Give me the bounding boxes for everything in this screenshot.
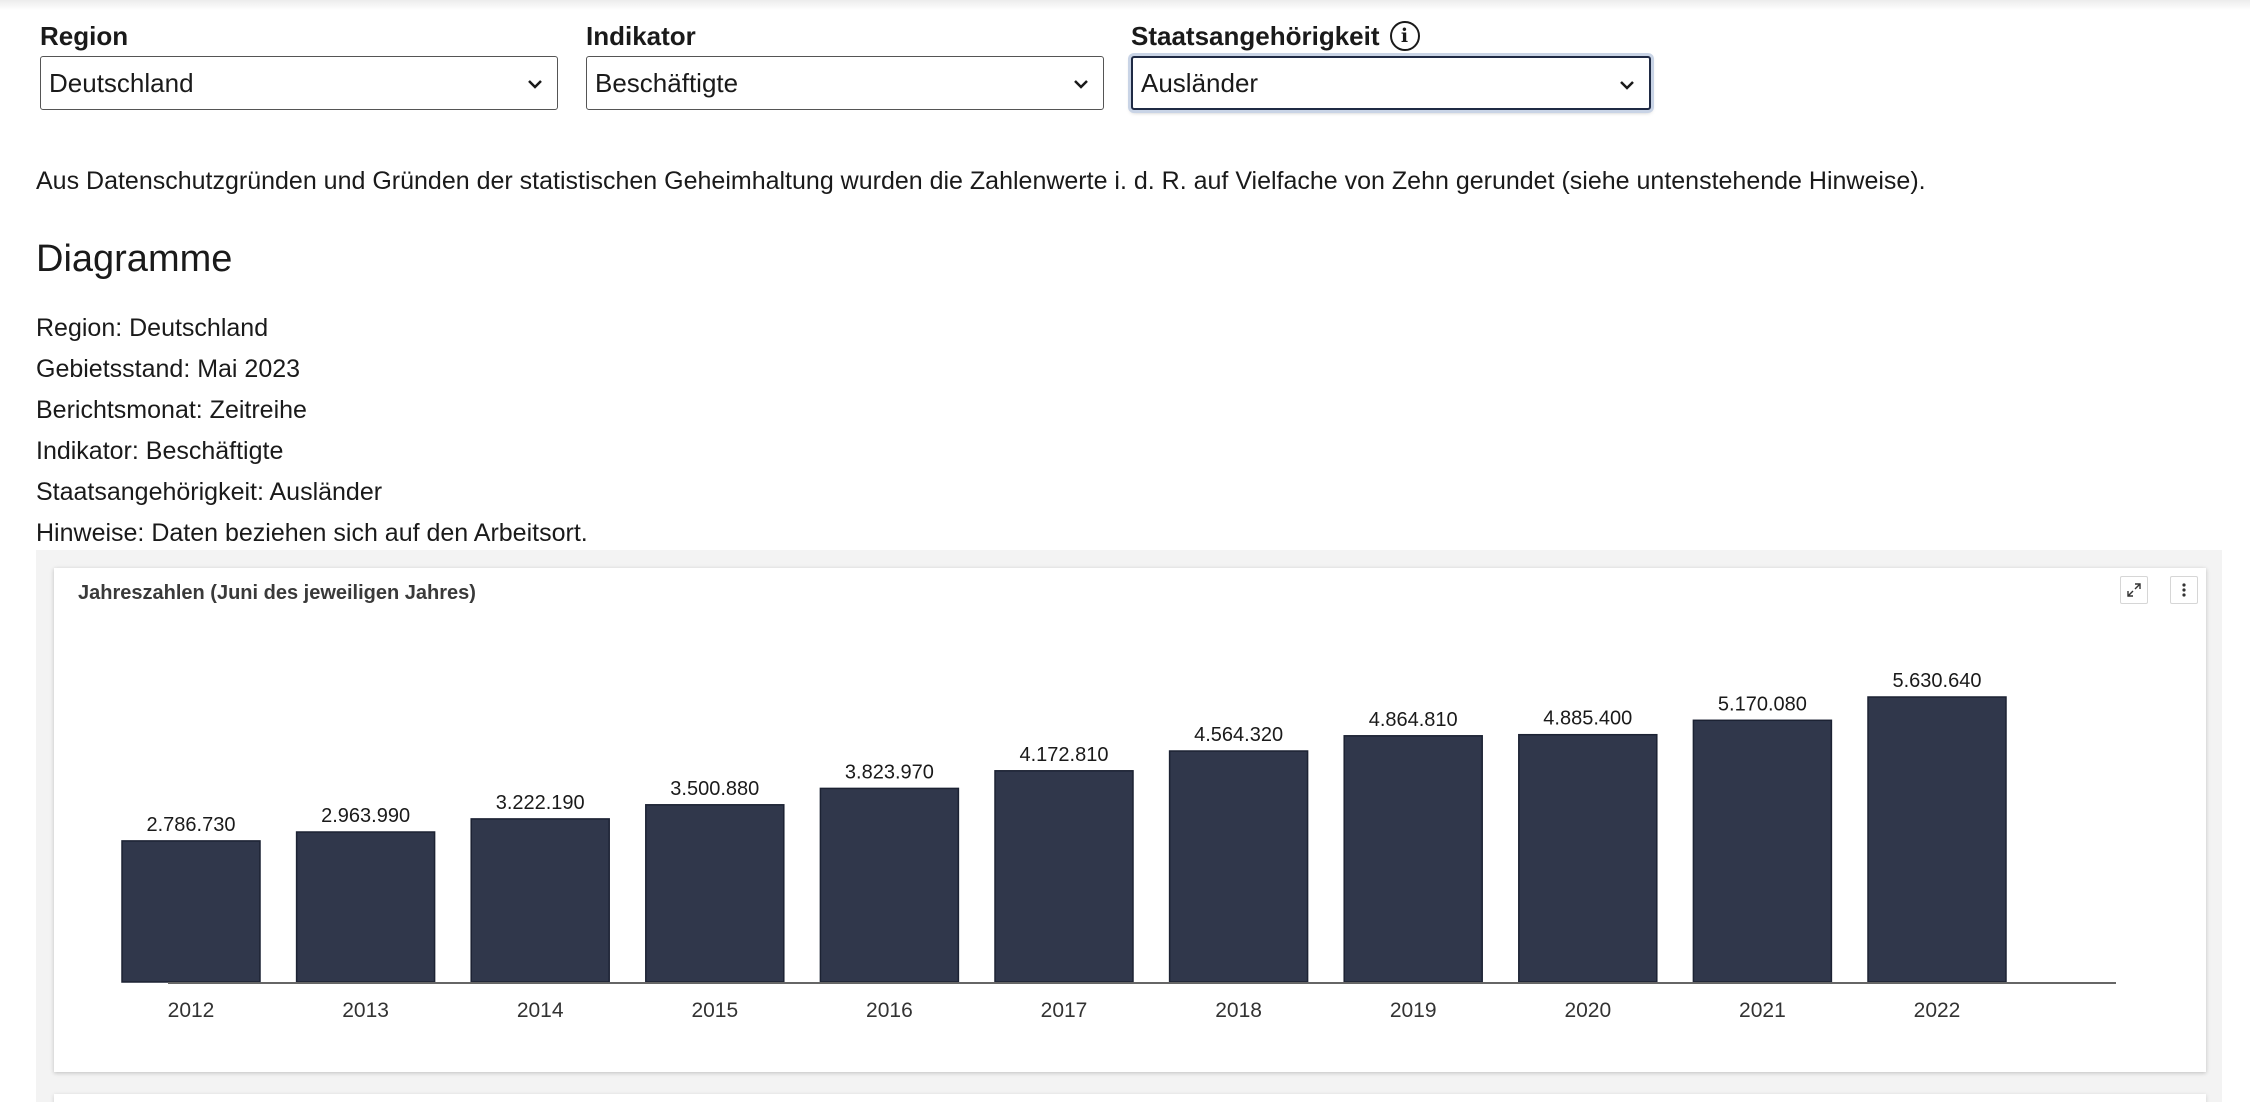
staatsangehoerigkeit-filter: Staatsangehörigkeit i Ausländer <box>1131 20 1651 110</box>
chart-card: Jahreszahlen (Juni des jeweiligen Jahres… <box>54 568 2206 1072</box>
x-tick-label-2019: 2019 <box>1390 999 1437 1022</box>
info-icon[interactable]: i <box>1389 21 1420 51</box>
bar-value-label-2013: 2.963.990 <box>321 805 410 827</box>
meta-staatsangehoerigkeit: Staatsangehörigkeit: Ausländer <box>36 478 383 506</box>
bar-2019[interactable] <box>1343 735 1483 983</box>
bar-value-label-2016: 3.823.970 <box>845 761 934 783</box>
region-filter: Region Deutschland <box>40 20 558 110</box>
x-tick-label-2014: 2014 <box>517 999 564 1022</box>
bar-value-label-2015: 3.500.880 <box>670 778 759 800</box>
x-tick-label-2012: 2012 <box>168 999 215 1022</box>
bar-2022[interactable] <box>1867 696 2007 983</box>
section-heading: Diagramme <box>36 238 233 280</box>
indikator-filter: Indikator Beschäftigte <box>586 20 1104 110</box>
bar-2018[interactable] <box>1168 750 1309 983</box>
meta-region: Region: Deutschland <box>36 314 269 342</box>
chart-title: Jahreszahlen (Juni des jeweiligen Jahres… <box>78 582 476 604</box>
region-label: Region <box>40 20 129 51</box>
staatsangehoerigkeit-label-row: Staatsangehörigkeit i <box>1131 20 1420 52</box>
next-chart-card <box>54 1094 2206 1102</box>
x-tick-label-2021: 2021 <box>1739 999 1786 1022</box>
chevron-down-icon <box>1620 81 1634 90</box>
x-tick-label-2013: 2013 <box>342 999 389 1022</box>
bar-value-label-2017: 4.172.810 <box>1020 744 1109 766</box>
meta-indikator: Indikator: Beschäftigte <box>36 437 284 465</box>
bar-2017[interactable] <box>994 770 1134 983</box>
bar-value-label-2022: 5.630.640 <box>1893 670 1982 692</box>
bar-2012[interactable] <box>121 840 261 983</box>
chevron-down-icon <box>1074 80 1088 89</box>
expand-button[interactable] <box>2120 576 2148 604</box>
bar-value-label-2014: 3.222.190 <box>496 792 585 814</box>
bar-2014[interactable] <box>470 818 610 983</box>
x-tick-label-2018: 2018 <box>1215 999 1262 1022</box>
bar-2013[interactable] <box>295 831 436 983</box>
bar-value-label-2012: 2.786.730 <box>147 814 236 836</box>
more-vertical-icon <box>2182 583 2186 597</box>
bar-value-label-2019: 4.864.810 <box>1369 709 1458 731</box>
region-select-value: Deutschland <box>49 67 194 98</box>
meta-hinweise: Hinweise: Daten beziehen sich auf den Ar… <box>36 519 588 547</box>
privacy-notice: Aus Datenschutzgründen und Gründen der s… <box>36 167 1926 195</box>
bar-value-label-2018: 4.564.320 <box>1194 724 1283 746</box>
expand-icon <box>2127 583 2141 597</box>
bar-2016[interactable] <box>819 787 960 983</box>
indikator-select-value: Beschäftigte <box>595 67 739 98</box>
region-select[interactable]: Deutschland <box>40 56 558 110</box>
bar-2021[interactable] <box>1692 719 1833 983</box>
x-tick-label-2022: 2022 <box>1914 999 1961 1022</box>
bar-2015[interactable] <box>645 804 785 983</box>
staatsangehoerigkeit-label: Staatsangehörigkeit <box>1131 20 1380 51</box>
bar-value-label-2020: 4.885.400 <box>1543 708 1632 730</box>
bar-value-label-2021: 5.170.080 <box>1718 693 1807 715</box>
x-tick-label-2020: 2020 <box>1564 999 1611 1022</box>
chart-metadata: Region: Deutschland Gebietsstand: Mai 20… <box>36 308 588 554</box>
bar-chart: 2.786.730 2012 2.963.990 2013 3.222.190 2014 3… <box>121 670 2116 1022</box>
bar-2020[interactable] <box>1518 733 1658 983</box>
chart-menu-button[interactable] <box>2170 576 2198 604</box>
indikator-select[interactable]: Beschäftigte <box>586 56 1104 110</box>
x-tick-label-2017: 2017 <box>1041 999 1088 1022</box>
indikator-label: Indikator <box>586 20 696 51</box>
meta-berichtsmonat: Berichtsmonat: Zeitreihe <box>36 396 307 424</box>
staatsangehoerigkeit-select[interactable]: Ausländer <box>1131 56 1651 110</box>
meta-gebietsstand: Gebietsstand: Mai 2023 <box>36 355 301 383</box>
chevron-down-icon <box>528 80 542 89</box>
x-tick-label-2015: 2015 <box>691 999 738 1022</box>
top-shadow <box>0 0 2250 10</box>
staatsangehoerigkeit-select-value: Ausländer <box>1141 67 1259 98</box>
x-tick-label-2016: 2016 <box>866 999 913 1022</box>
